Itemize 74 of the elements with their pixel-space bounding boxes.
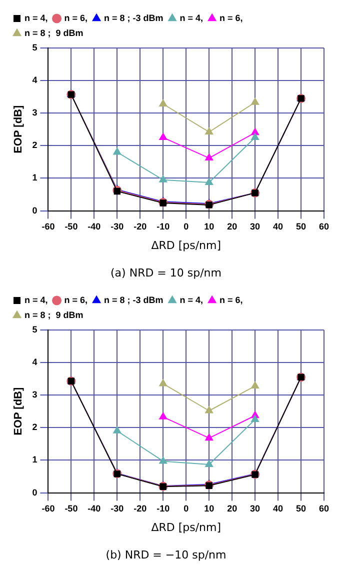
x-tick-label: 20: [227, 222, 238, 232]
y-tick-label: 1: [32, 454, 38, 465]
x-tick-label: -20: [134, 504, 147, 514]
point: [251, 98, 260, 105]
point: [205, 154, 214, 161]
text: (a) NRD = 10 sp/nm: [110, 266, 222, 280]
y-axis-title: EOP [dB]: [12, 387, 25, 436]
legend-label: n = 4,: [24, 294, 48, 305]
point: [205, 406, 214, 414]
x-axis-title: ΔRD [ps/nm]: [151, 239, 222, 252]
x-tick-label: 50: [296, 222, 306, 232]
legend-label: n = 4,: [180, 12, 204, 23]
legend-label: n = 8 ; 9 dBm: [24, 310, 84, 320]
x-tick-label: 30: [250, 222, 260, 232]
point: [159, 133, 168, 140]
legend-label: n = 6,: [220, 294, 243, 305]
x-tick-label: -10: [156, 222, 170, 232]
x-tick-label: 20: [227, 504, 238, 514]
x-tick-label: -50: [64, 222, 78, 232]
legend-label: n = 8 ; 9 dBm: [24, 28, 84, 38]
legend-label: n = 6,: [64, 294, 88, 305]
x-tick-label: 10: [204, 222, 214, 232]
y-tick-label: 0: [32, 205, 38, 216]
legend-label: n = 4,: [24, 12, 48, 23]
point: [159, 456, 168, 464]
y-tick-label: 4: [32, 357, 38, 368]
y-tick-label: 1: [32, 172, 38, 183]
x-tick-label: -40: [88, 504, 101, 514]
x-tick-label: -30: [110, 222, 124, 232]
legend-label: n = 8 ; -3 dBm: [104, 12, 164, 23]
point: [205, 128, 214, 135]
y-tick-label: 2: [32, 422, 38, 432]
point: [113, 426, 122, 434]
x-tick-label: -60: [42, 504, 55, 514]
y-tick-label: 2: [32, 140, 38, 150]
x-tick-label: 50: [296, 504, 306, 514]
x-tick-label: 30: [250, 504, 260, 514]
point: [159, 100, 168, 107]
point: [251, 133, 260, 140]
text: (b) NRD = −10 sp/nm: [106, 548, 226, 562]
legend-label: n = 6,: [64, 12, 88, 23]
x-tick-label: -10: [156, 504, 170, 514]
x-tick-label: -50: [64, 504, 78, 514]
point: [205, 460, 214, 467]
point: [205, 178, 214, 185]
point: [205, 434, 214, 441]
x-tick-label: 40: [273, 504, 284, 514]
legend-label: n = 4,: [180, 294, 204, 305]
x-tick-label: 0: [184, 504, 189, 514]
y-tick-label: 3: [32, 108, 38, 118]
y-tick-label: 5: [32, 324, 38, 334]
point: [251, 382, 260, 389]
point: [113, 148, 122, 155]
y-tick-label: 5: [32, 42, 38, 52]
y-tick-label: 4: [32, 75, 38, 86]
x-tick-label: -40: [88, 222, 101, 232]
x-tick-label: 10: [204, 504, 214, 514]
y-tick-label: 0: [32, 487, 38, 498]
x-tick-label: -60: [42, 222, 55, 232]
point: [251, 415, 260, 422]
x-axis-title: ΔRD [ps/nm]: [151, 521, 222, 534]
legend-label: n = 6,: [220, 12, 243, 23]
x-tick-label: 60: [318, 504, 329, 514]
point: [159, 175, 168, 182]
point: [159, 379, 168, 386]
legend-label: n = 8 ; -3 dBm: [104, 294, 164, 305]
y-tick-label: 3: [32, 390, 38, 400]
point: [159, 412, 168, 420]
x-tick-label: 60: [318, 222, 329, 232]
x-tick-label: -30: [110, 504, 124, 514]
x-tick-label: 0: [184, 222, 189, 232]
x-tick-label: -20: [134, 222, 147, 232]
x-tick-label: 40: [273, 222, 284, 232]
y-axis-title: EOP [dB]: [12, 105, 25, 154]
